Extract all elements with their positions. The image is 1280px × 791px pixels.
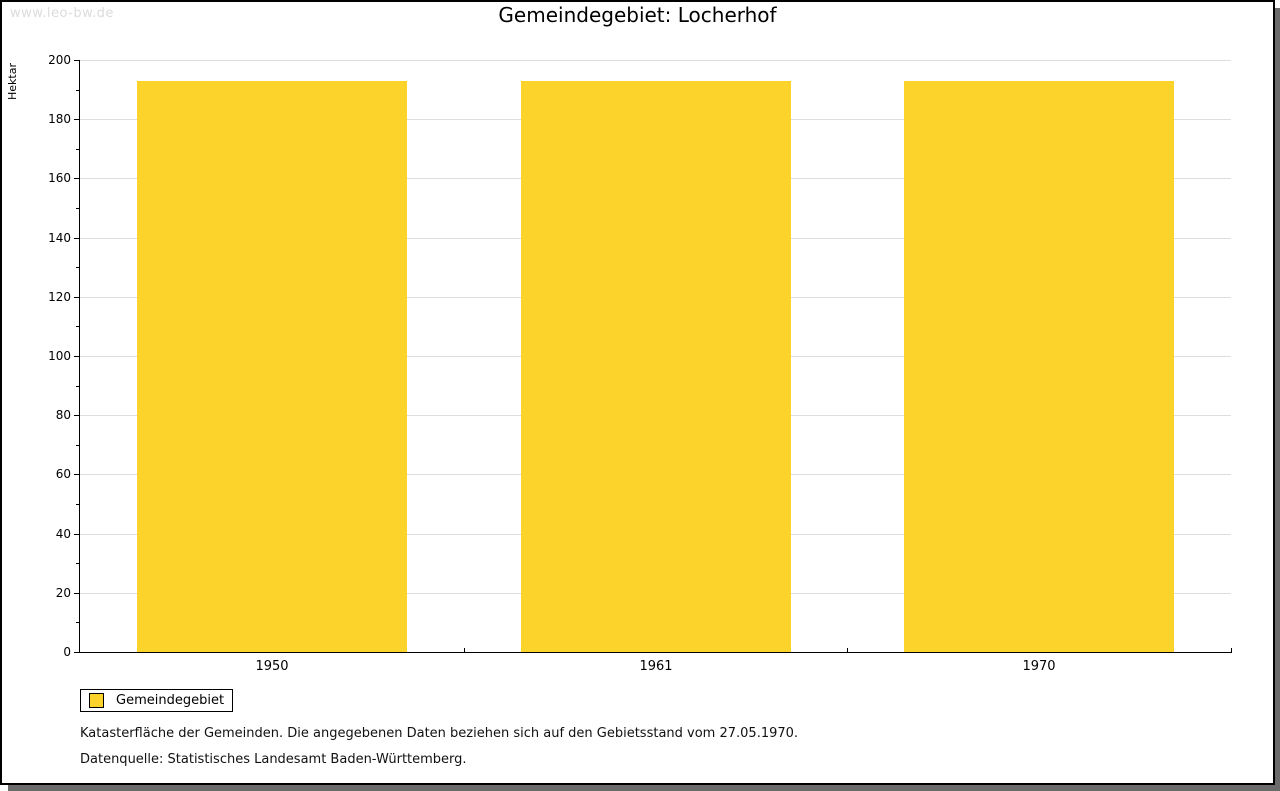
y-tick-label-180: 180 xyxy=(48,112,71,126)
x-boundary-tick-1 xyxy=(464,648,465,652)
y-tick-190 xyxy=(76,90,79,91)
y-tick-label-20: 20 xyxy=(55,586,71,600)
y-tick-label-140: 140 xyxy=(48,231,71,245)
y-tick-label-60: 60 xyxy=(55,467,71,481)
y-tick-140 xyxy=(74,238,79,239)
y-tick-label-200: 200 xyxy=(48,53,71,67)
y-tick-50 xyxy=(76,504,79,505)
y-axis xyxy=(79,60,80,653)
y-tick-200 xyxy=(74,60,79,61)
legend-swatch xyxy=(89,693,104,708)
y-tick-30 xyxy=(76,563,79,564)
y-tick-70 xyxy=(76,445,79,446)
watermark: www.leo-bw.de xyxy=(10,6,114,21)
y-tick-label-80: 80 xyxy=(55,408,71,422)
y-tick-90 xyxy=(76,386,79,387)
y-tick-label-40: 40 xyxy=(55,527,71,541)
y-tick-110 xyxy=(76,326,79,327)
y-tick-120 xyxy=(74,297,79,298)
x-axis xyxy=(80,652,1232,653)
y-tick-0 xyxy=(74,652,79,653)
y-tick-170 xyxy=(76,149,79,150)
y-tick-100 xyxy=(74,356,79,357)
legend-label: Gemeindegebiet xyxy=(116,693,225,708)
y-tick-130 xyxy=(76,267,79,268)
x-tick-label-1950: 1950 xyxy=(255,659,289,674)
y-tick-180 xyxy=(74,119,79,120)
y-tick-40 xyxy=(74,534,79,535)
x-boundary-tick-2 xyxy=(847,648,848,652)
y-tick-60 xyxy=(74,474,79,475)
x-tick-label-1970: 1970 xyxy=(1022,659,1056,674)
y-tick-label-100: 100 xyxy=(48,349,71,363)
footnote-gebietsstand: Katasterfläche der Gemeinden. Die angege… xyxy=(80,726,799,741)
y-gridline-200 xyxy=(80,60,1231,61)
y-tick-80 xyxy=(74,415,79,416)
bar-1950 xyxy=(137,81,407,652)
footnote-datenquelle: Datenquelle: Statistisches Landesamt Bad… xyxy=(80,752,467,767)
y-tick-20 xyxy=(74,593,79,594)
y-tick-label-120: 120 xyxy=(48,290,71,304)
y-tick-label-160: 160 xyxy=(48,171,71,185)
chart-title: Gemeindegebiet: Locherhof xyxy=(498,3,777,27)
y-tick-10 xyxy=(76,622,79,623)
legend: Gemeindegebiet xyxy=(80,689,233,712)
y-tick-150 xyxy=(76,208,79,209)
x-boundary-tick-3 xyxy=(1231,648,1232,652)
y-tick-160 xyxy=(74,178,79,179)
bar-1970 xyxy=(904,81,1174,652)
bar-1961 xyxy=(521,81,791,652)
y-tick-label-0: 0 xyxy=(63,645,71,659)
x-tick-label-1961: 1961 xyxy=(639,659,673,674)
